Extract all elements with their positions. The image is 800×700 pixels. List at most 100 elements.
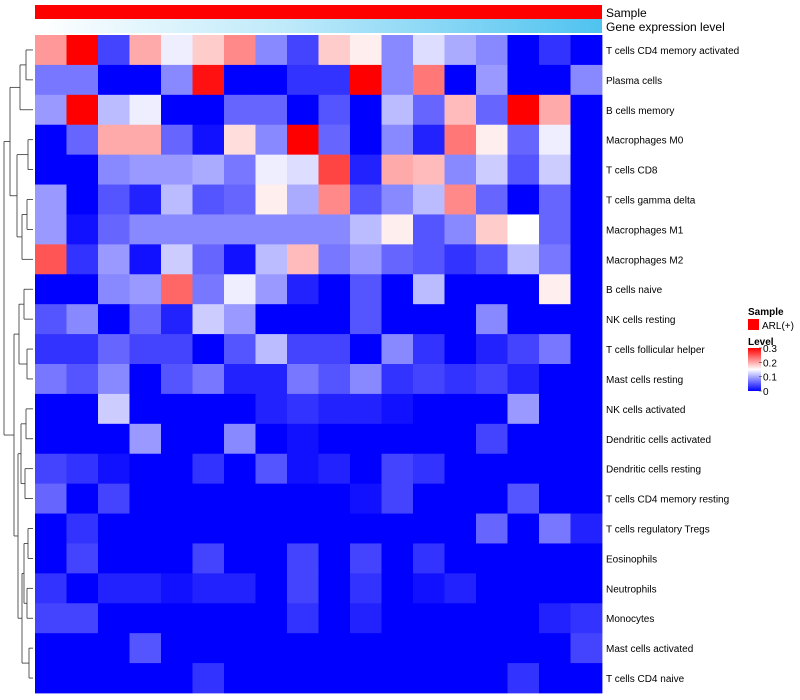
heatmap-cell [255, 633, 288, 664]
heatmap-cell [161, 184, 193, 215]
heatmap-cell [507, 423, 540, 455]
heatmap-cell [539, 334, 571, 365]
row-label: T cells CD4 naive [606, 674, 685, 685]
row-dendrogram [3, 49, 33, 679]
heatmap-cell [255, 214, 288, 245]
row-label: Monocytes [606, 614, 654, 625]
heatmap-cell [539, 94, 571, 126]
heatmap-cell [161, 513, 193, 544]
heatmap-cell [539, 393, 571, 425]
heatmap-cell [255, 573, 288, 604]
row-label: NK cells resting [606, 315, 675, 326]
heatmap-cell [570, 154, 603, 185]
heatmap-cell [539, 663, 571, 694]
heatmap-cell [318, 603, 351, 634]
heatmap-cell [35, 543, 67, 574]
heatmap-cell [507, 393, 540, 425]
heatmap-cell [66, 214, 99, 245]
heatmap-cell [66, 124, 99, 156]
row-label: NK cells activated [606, 405, 685, 416]
heatmap-cell [287, 184, 319, 215]
heatmap-cell [66, 184, 99, 215]
legend-level-tick-label: 0.2 [763, 358, 777, 369]
heatmap-cell [224, 364, 256, 395]
heatmap-cell [444, 214, 477, 245]
heatmap-cell [287, 274, 319, 305]
heatmap-cell [255, 334, 288, 365]
heatmap-cell [444, 35, 477, 66]
heatmap-cell [476, 483, 508, 514]
heatmap-cell [413, 543, 445, 574]
heatmap-cell [66, 663, 99, 694]
heatmap-cell [318, 94, 351, 126]
heatmap-cell [129, 633, 162, 664]
heatmap-cell [129, 543, 162, 574]
heatmap-cell [66, 453, 99, 485]
heatmap-cell [476, 393, 508, 425]
heatmap-cell [318, 543, 351, 574]
heatmap-cell [318, 423, 351, 455]
heatmap-cell [413, 393, 445, 425]
heatmap-cell [129, 64, 162, 96]
heatmap-cell [224, 423, 256, 455]
heatmap-cell [192, 573, 225, 604]
heatmap-cell [255, 423, 288, 455]
heatmap-cell [413, 663, 445, 694]
heatmap-cell [98, 184, 130, 215]
heatmap-cell [66, 304, 99, 335]
heatmap-cell [287, 244, 319, 275]
heatmap-cell [476, 154, 508, 185]
heatmap-cell [287, 364, 319, 395]
heatmap-cell [224, 35, 256, 66]
heatmap-cell [98, 573, 130, 604]
heatmap-cell [192, 423, 225, 455]
heatmap-cell [98, 603, 130, 634]
heatmap-cell [287, 334, 319, 365]
heatmap-cell [255, 94, 288, 126]
heatmap-cell [129, 663, 162, 694]
heatmap-cell [35, 334, 67, 365]
heatmap-cell [224, 304, 256, 335]
heatmap-cell [413, 214, 445, 245]
heatmap-cell [476, 423, 508, 455]
heatmap-cell [66, 573, 99, 604]
heatmap-cell [98, 274, 130, 305]
heatmap-cell [318, 184, 351, 215]
heatmap-cell [539, 633, 571, 664]
heatmap-cell [350, 663, 382, 694]
heatmap-cell [161, 334, 193, 365]
heatmap-cell [413, 35, 445, 66]
heatmap-cell [318, 244, 351, 275]
heatmap-cell [476, 603, 508, 634]
heatmap-cell [476, 543, 508, 574]
heatmap-cell [35, 573, 67, 604]
heatmap-cell [539, 543, 571, 574]
heatmap-cell [129, 483, 162, 514]
heatmap-cell [539, 214, 571, 245]
heatmap-cell [413, 603, 445, 634]
heatmap-cell [350, 184, 382, 215]
heatmap-cell [507, 573, 540, 604]
heatmap-cell [224, 334, 256, 365]
heatmap-cell [287, 513, 319, 544]
heatmap-cell [287, 393, 319, 425]
heatmap-cell [98, 64, 130, 96]
heatmap-cell [224, 154, 256, 185]
heatmap-cell [507, 364, 540, 395]
heatmap-cell [476, 274, 508, 305]
heatmap-cell [350, 304, 382, 335]
heatmap-cell [570, 64, 603, 96]
heatmap-cell [444, 244, 477, 275]
heatmap-cell [350, 573, 382, 604]
heatmap-cell [413, 94, 445, 126]
heatmap-cell [318, 334, 351, 365]
heatmap-cell [413, 124, 445, 156]
heatmap-cell [35, 663, 67, 694]
heatmap-cell [35, 64, 67, 96]
row-label: Macrophages M1 [606, 225, 684, 236]
heatmap-cell [476, 244, 508, 275]
heatmap-cell [161, 304, 193, 335]
sample-track-label: Sample [606, 6, 647, 20]
heatmap-cell [350, 274, 382, 305]
heatmap-cell [192, 603, 225, 634]
